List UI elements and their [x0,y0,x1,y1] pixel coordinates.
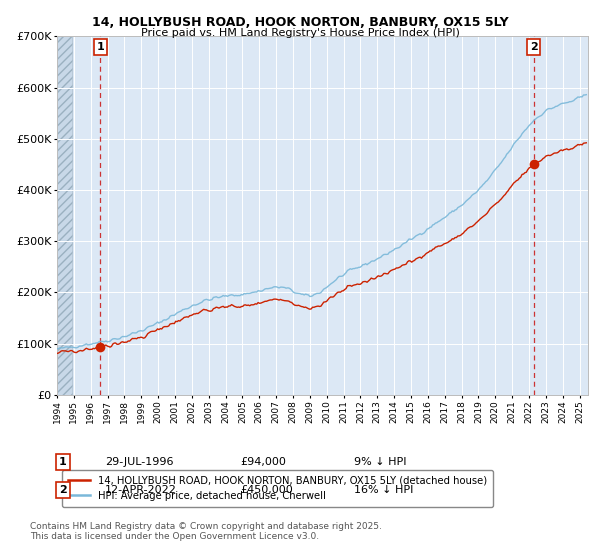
Bar [57,36,72,395]
Text: 9% ↓ HPI: 9% ↓ HPI [354,457,407,467]
Text: Contains HM Land Registry data © Crown copyright and database right 2025.
This d: Contains HM Land Registry data © Crown c… [30,522,382,542]
Text: 2: 2 [59,485,67,495]
Text: 1: 1 [59,457,67,467]
Text: 12-APR-2022: 12-APR-2022 [105,485,177,495]
Text: 14, HOLLYBUSH ROAD, HOOK NORTON, BANBURY, OX15 5LY: 14, HOLLYBUSH ROAD, HOOK NORTON, BANBURY… [92,16,508,29]
Text: £94,000: £94,000 [240,457,286,467]
Legend: 14, HOLLYBUSH ROAD, HOOK NORTON, BANBURY, OX15 5LY (detached house), HPI: Averag: 14, HOLLYBUSH ROAD, HOOK NORTON, BANBURY… [62,470,493,507]
Text: 16% ↓ HPI: 16% ↓ HPI [354,485,413,495]
Text: 1: 1 [97,42,104,52]
Text: Price paid vs. HM Land Registry's House Price Index (HPI): Price paid vs. HM Land Registry's House … [140,28,460,38]
Text: £450,000: £450,000 [240,485,293,495]
Text: 29-JUL-1996: 29-JUL-1996 [105,457,173,467]
Text: 2: 2 [530,42,538,52]
Bar [57,36,72,395]
